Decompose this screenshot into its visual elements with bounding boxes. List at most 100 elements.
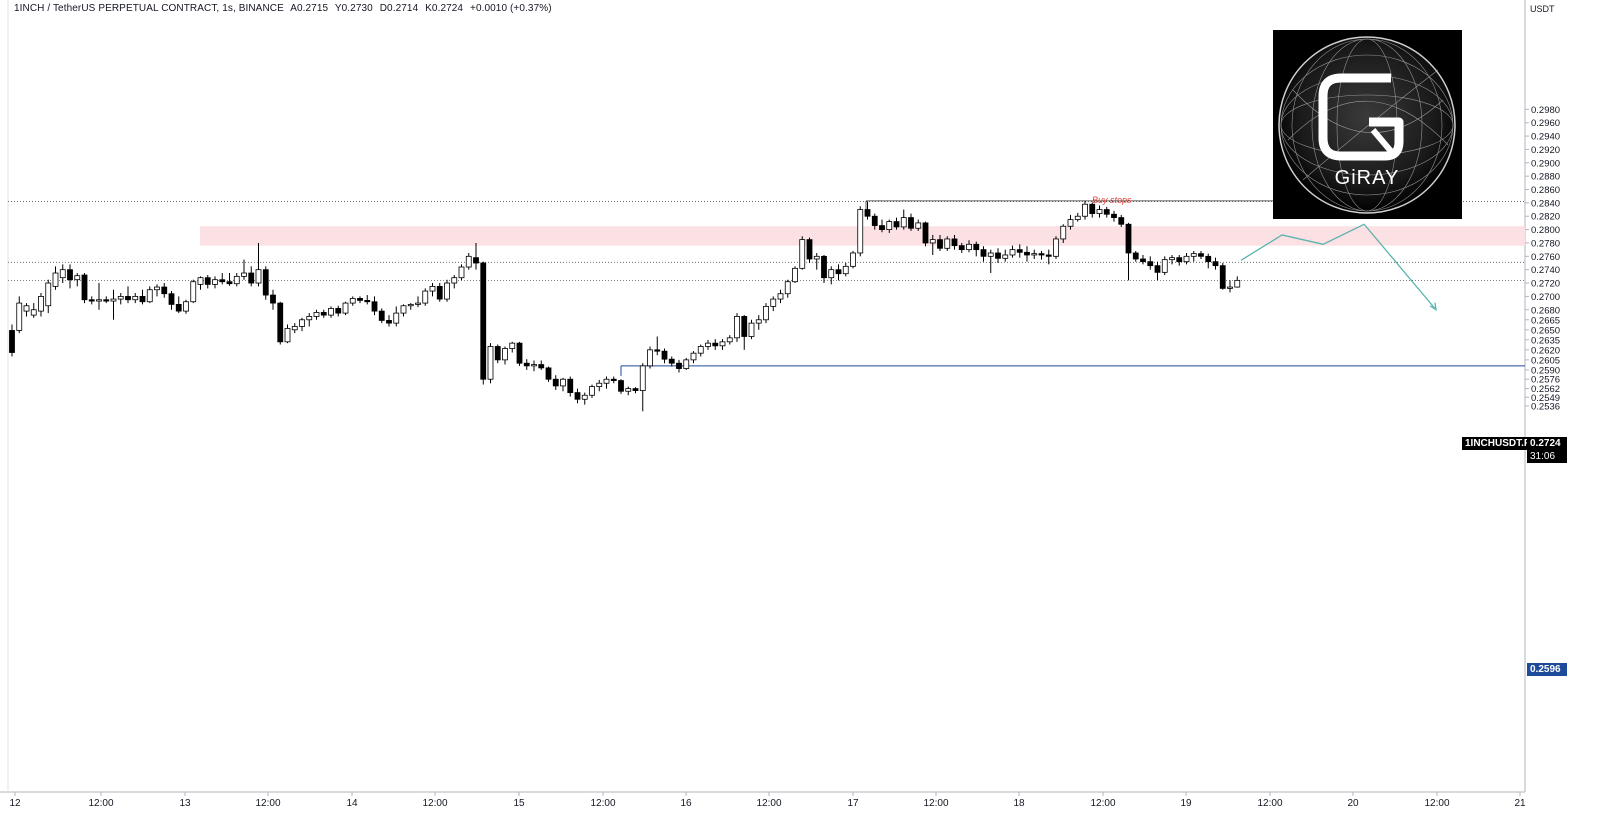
open-value: A0.2715 xyxy=(290,3,329,14)
candle-body-46 xyxy=(342,302,349,314)
candle-body-62 xyxy=(458,266,465,279)
candle-body-11 xyxy=(88,299,95,302)
candle-body-135 xyxy=(987,252,994,257)
candle-body-60 xyxy=(444,282,450,300)
y-tick-label-8: 0.2820 xyxy=(1531,212,1560,223)
y-tick-label-25: 0.2536 xyxy=(1531,401,1560,412)
candle-body-147 xyxy=(1074,215,1081,220)
candle-body-113 xyxy=(828,269,835,279)
x-tick-label-14: 19 xyxy=(1180,798,1192,809)
candle-body-57 xyxy=(422,290,429,304)
candle-body-73 xyxy=(538,364,545,369)
x-tick-label-10: 17 xyxy=(847,798,859,809)
candle-body-48 xyxy=(357,298,363,301)
candle-body-22 xyxy=(168,293,175,305)
candle-body-54 xyxy=(400,305,407,314)
y-tick-label-23: 0.2562 xyxy=(1531,384,1560,395)
candle-body-76 xyxy=(560,378,566,387)
candle-body-35 xyxy=(262,269,269,296)
candle-body-93 xyxy=(683,359,690,369)
candle-body-94 xyxy=(690,352,697,361)
candle-body-104 xyxy=(763,306,769,321)
candles-group xyxy=(9,200,1241,412)
candle-body-70 xyxy=(516,342,523,364)
candle-body-4 xyxy=(38,295,44,312)
y-tick-label-5: 0.2880 xyxy=(1531,172,1560,183)
candle-body-25 xyxy=(190,281,197,303)
candle-body-2 xyxy=(23,305,30,312)
close-value: K0.2724 xyxy=(425,3,464,14)
candle-body-80 xyxy=(589,386,595,396)
projection-arrowhead xyxy=(1429,302,1437,312)
x-tick-label-2: 13 xyxy=(179,798,191,809)
low-value: D0.2714 xyxy=(379,3,419,14)
candle-body-86 xyxy=(632,388,639,391)
candle-body-68 xyxy=(502,348,508,361)
candle-body-169 xyxy=(1234,279,1241,288)
candle-body-130 xyxy=(951,238,958,247)
support-price-tag: 0.2596 xyxy=(1527,663,1567,676)
x-tick-label-17: 12:00 xyxy=(1424,798,1449,809)
candle-body-44 xyxy=(328,308,334,316)
candle-body-99 xyxy=(726,337,733,343)
candle-body-13 xyxy=(103,299,110,302)
candle-body-27 xyxy=(204,277,211,285)
y-tick-label-21: 0.2590 xyxy=(1531,365,1560,376)
candle-body-114 xyxy=(835,269,842,275)
candle-body-26 xyxy=(197,277,204,285)
candle-body-72 xyxy=(531,364,537,367)
candle-body-6 xyxy=(52,272,59,287)
candle-body-85 xyxy=(625,388,632,392)
candle-body-154 xyxy=(1125,223,1132,254)
candle-body-28 xyxy=(212,279,218,285)
candle-body-101 xyxy=(741,316,748,337)
candle-body-30 xyxy=(226,281,233,285)
candle-body-158 xyxy=(1154,265,1161,273)
buy-stops-label: Buy stops xyxy=(1092,195,1132,205)
candle-body-167 xyxy=(1219,265,1226,289)
candle-body-131 xyxy=(958,245,965,251)
giray-logo: GiRAY xyxy=(1273,30,1462,219)
candle-body-160 xyxy=(1169,257,1175,261)
candle-body-82 xyxy=(603,378,610,384)
y-tick-label-3: 0.2920 xyxy=(1531,145,1560,156)
x-tick-label-11: 12:00 xyxy=(923,798,948,809)
y-tick-label-17: 0.2650 xyxy=(1531,325,1560,336)
candle-body-122 xyxy=(893,221,900,228)
x-tick-label-12: 18 xyxy=(1013,798,1025,809)
candle-body-115 xyxy=(842,265,849,275)
x-tick-label-7: 12:00 xyxy=(590,798,615,809)
x-tick-label-9: 12:00 xyxy=(756,798,781,809)
candle-body-19 xyxy=(146,289,153,303)
candle-body-65 xyxy=(480,262,487,380)
countdown-tag: 31:06 xyxy=(1527,450,1567,463)
x-tick-label-0: 12 xyxy=(9,798,21,809)
candle-body-36 xyxy=(270,294,276,304)
candle-body-50 xyxy=(371,301,378,312)
axis-unit-label: USDT xyxy=(1530,4,1555,14)
candle-body-77 xyxy=(567,378,574,393)
x-tick-label-16: 20 xyxy=(1347,798,1359,809)
y-tick-label-16: 0.2665 xyxy=(1531,315,1560,326)
high-value: Y0.2730 xyxy=(334,3,373,14)
candle-body-40 xyxy=(299,319,305,327)
candle-body-136 xyxy=(995,252,1001,259)
candle-body-1 xyxy=(16,302,23,331)
candle-body-168 xyxy=(1227,286,1233,289)
candle-body-29 xyxy=(219,279,226,283)
projection-path xyxy=(1240,223,1437,311)
candle-body-20 xyxy=(154,286,160,291)
candle-body-56 xyxy=(415,302,421,305)
candle-body-117 xyxy=(857,209,864,254)
chart-header: 1INCH / TetherUS PERPETUAL CONTRACT, 1s,… xyxy=(14,3,556,14)
candle-body-129 xyxy=(944,238,951,249)
x-tick-label-18: 21 xyxy=(1514,798,1526,809)
candle-body-33 xyxy=(248,272,255,284)
candle-body-151 xyxy=(1103,209,1110,215)
y-tick-label-2: 0.2940 xyxy=(1531,132,1560,143)
y-tick-label-14: 0.2700 xyxy=(1531,292,1560,303)
y-tick-label-24: 0.2549 xyxy=(1531,393,1560,404)
candle-body-118 xyxy=(864,209,871,217)
candle-body-64 xyxy=(473,257,479,264)
